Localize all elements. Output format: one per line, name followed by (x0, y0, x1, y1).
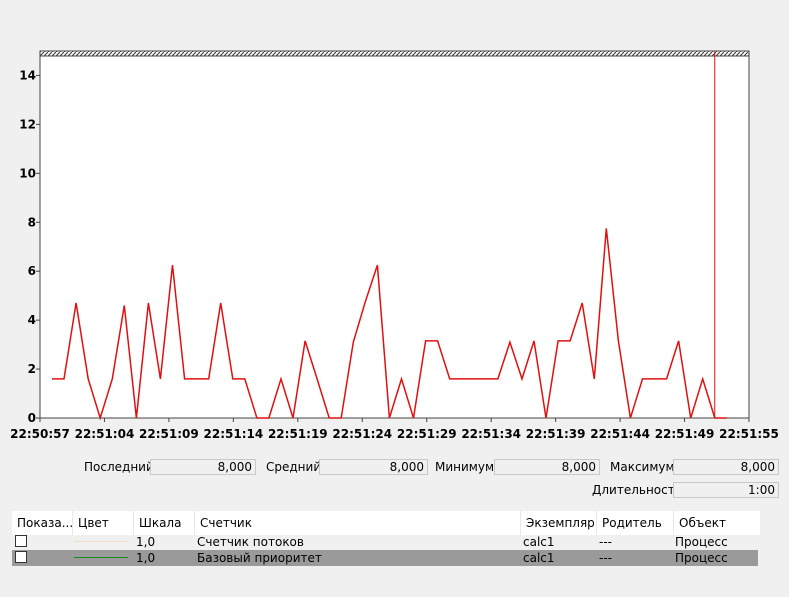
y-tick-label: 6 (28, 264, 36, 278)
row-scale: 1,0 (136, 535, 156, 549)
x-tick-label: 22:51:49 (655, 427, 715, 441)
x-tick-label: 22:51:29 (397, 427, 457, 441)
row-counter: Базовый приоритет (197, 551, 322, 565)
column-header-scale[interactable]: Шкала (134, 511, 195, 535)
y-tick-label: 14 (19, 68, 36, 82)
x-tick-label: 22:51:19 (268, 427, 328, 441)
row-object: Процесс (675, 535, 728, 549)
show-checkbox[interactable] (15, 551, 27, 563)
x-tick-label: 22:50:57 (10, 427, 70, 441)
stat-duration-value: 1:00 (673, 482, 779, 498)
x-tick-label: 22:51:55 (719, 427, 779, 441)
stat-max-value: 8,000 (673, 459, 779, 475)
x-tick-label: 22:51:04 (75, 427, 135, 441)
stat-last-label: Последний (84, 460, 154, 474)
stat-min-label: Минимум (435, 460, 495, 474)
column-header-object[interactable]: Объект (679, 516, 726, 530)
column-header-show[interactable]: Показа... (12, 511, 73, 535)
x-tick-label: 22:51:39 (526, 427, 586, 441)
plot-area (39, 50, 750, 419)
x-tick-label: 22:51:09 (139, 427, 199, 441)
stat-duration-label: Длительность (592, 483, 682, 497)
counter-list-header: Показа... Цвет Шкала Счетчик Экземпляр Р… (12, 511, 760, 535)
x-tick-label: 22:51:24 (332, 427, 392, 441)
y-tick-label: 10 (19, 166, 36, 180)
x-tick-label: 22:51:34 (461, 427, 521, 441)
series-lines (52, 228, 727, 421)
stat-avg-value: 8,000 (319, 459, 428, 475)
stat-avg-label: Средний (266, 460, 322, 474)
counter-row-selected[interactable]: 1,0 Базовый приоритет calc1 --- Процесс (12, 550, 758, 566)
row-instance: calc1 (523, 551, 555, 565)
x-tick-label: 22:51:14 (204, 427, 264, 441)
y-tick-label: 4 (28, 313, 36, 327)
x-tick-label: 22:51:44 (590, 427, 650, 441)
column-header-parent[interactable]: Родитель (597, 511, 674, 535)
row-counter: Счетчик потоков (197, 535, 304, 549)
series-color-swatch (74, 541, 128, 542)
y-axis-ticks: 0 2 4 6 8 10 12 14 (19, 68, 40, 425)
stat-min-value: 8,000 (494, 459, 600, 475)
y-tick-label: 12 (19, 117, 36, 131)
column-header-instance[interactable]: Экземпляр (521, 511, 597, 535)
timeline-bar (39, 50, 750, 57)
y-tick-label: 0 (28, 411, 36, 425)
y-tick-label: 2 (28, 362, 36, 376)
row-object: Процесс (675, 551, 728, 565)
series-color-swatch (74, 557, 128, 558)
x-axis-ticks: 22:50:57 22:51:04 22:51:09 22:51:14 22:51:19… (10, 418, 779, 441)
stat-last-value: 8,000 (150, 459, 256, 475)
stat-max-label: Максимум (610, 460, 675, 474)
y-tick-label: 8 (28, 215, 36, 229)
column-header-counter[interactable]: Счетчик (195, 511, 521, 535)
row-instance: calc1 (523, 535, 555, 549)
row-scale: 1,0 (136, 551, 156, 565)
row-parent: --- (599, 535, 612, 549)
counter-row[interactable]: 1,0 Счетчик потоков calc1 --- Процесс (12, 534, 758, 550)
show-checkbox[interactable] (15, 535, 27, 547)
series-line (52, 228, 727, 421)
row-parent: --- (599, 551, 612, 565)
column-header-color[interactable]: Цвет (73, 511, 134, 535)
